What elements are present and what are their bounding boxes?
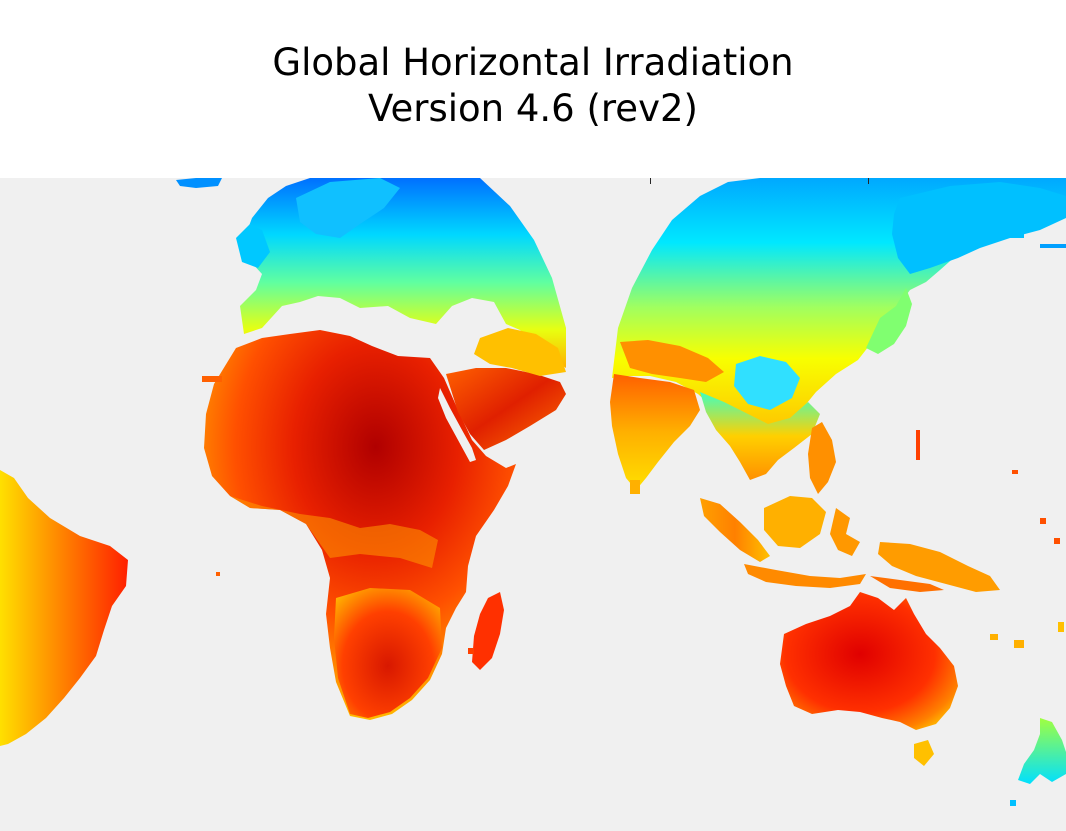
region-macquarie (1010, 800, 1016, 806)
map-panel (0, 178, 1066, 831)
region-canaries (202, 376, 222, 382)
region-reunion (468, 648, 474, 654)
region-southeast-asia (700, 392, 820, 480)
region-red-sea (438, 388, 476, 462)
region-arabia (446, 368, 566, 450)
map-title: Global Horizontal Irradiation Version 4.… (0, 40, 1066, 132)
region-madagascar (472, 592, 504, 670)
region-java (744, 564, 866, 588)
region-sahel-band (230, 496, 438, 568)
region-australia (780, 592, 958, 730)
region-new-guinea (878, 542, 1000, 592)
region-pacific-dot-3 (1054, 538, 1060, 544)
region-south-america (0, 470, 128, 746)
region-pacific-dot-2 (1040, 518, 1046, 524)
region-china-basin (734, 356, 800, 410)
region-new-caledonia (1014, 640, 1024, 648)
region-sumatra (700, 498, 770, 562)
tick-top-2 (868, 178, 869, 184)
region-southern-africa (334, 588, 442, 718)
region-new-zealand (1018, 718, 1066, 784)
region-japan (866, 288, 912, 354)
region-siberia-coast (892, 182, 1066, 274)
region-tibet (620, 340, 724, 382)
region-hawaii-dots (916, 430, 920, 460)
region-aleutian (1040, 244, 1066, 248)
tick-top-1 (650, 178, 651, 184)
region-british-isles (236, 224, 270, 268)
region-lesser-sunda (870, 576, 944, 592)
region-philippines (808, 422, 836, 494)
title-line-1: Global Horizontal Irradiation (272, 41, 794, 84)
region-iceland (176, 178, 222, 188)
region-fiji (990, 634, 998, 640)
region-sri-lanka (630, 480, 640, 494)
region-india (610, 374, 700, 490)
region-pacific-dot-1 (1012, 470, 1018, 474)
irradiation-map (0, 178, 1066, 806)
region-sulawesi (830, 508, 860, 556)
region-cape-verde (216, 572, 220, 576)
region-borneo (764, 496, 826, 548)
region-pacific-dot-4 (1058, 622, 1064, 632)
title-line-2: Version 4.6 (rev2) (368, 87, 698, 130)
region-scandinavia (296, 178, 400, 238)
region-tasmania (914, 740, 934, 766)
region-kuril (1010, 234, 1024, 238)
region-middle-east (474, 328, 566, 376)
